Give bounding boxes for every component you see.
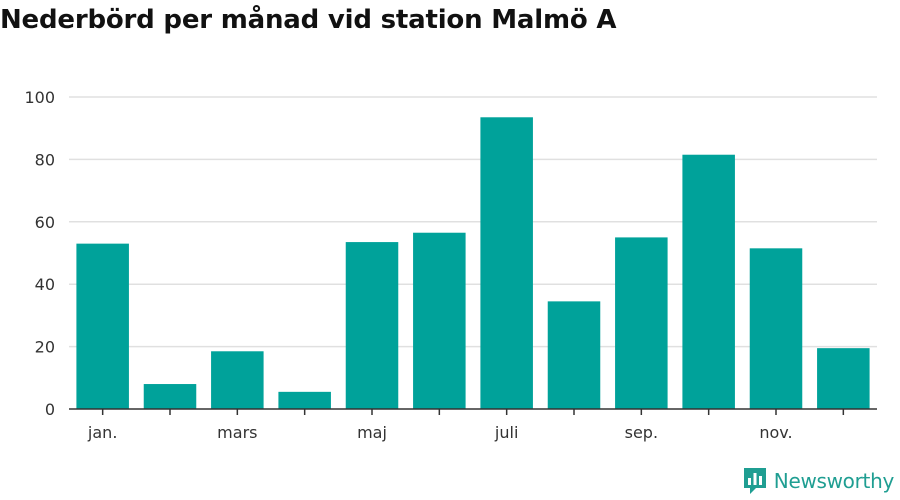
y-tick-label: 80 — [35, 150, 55, 169]
x-tick-label: maj — [357, 423, 387, 442]
brand-logo[interactable]: Newsworthy — [742, 466, 894, 496]
x-tick-label: jan. — [87, 423, 117, 442]
bar-okt — [682, 154, 735, 409]
bar-sep — [615, 237, 668, 409]
bar-dec — [817, 348, 870, 409]
bar-juli — [480, 117, 533, 409]
bar-nov — [749, 248, 803, 409]
brand-name: Newsworthy — [773, 469, 895, 493]
bars — [76, 117, 870, 409]
chart-title: Nederbörd per månad vid station Malmö A — [0, 5, 617, 35]
x-tick-label: juli — [494, 423, 518, 442]
x-tick-label: nov. — [759, 423, 792, 442]
x-tick-label: sep. — [625, 423, 658, 442]
y-tick-label: 0 — [45, 400, 55, 419]
bar-feb — [143, 384, 197, 409]
newsworthy-logo-icon — [743, 468, 766, 494]
x-tick-label: mars — [217, 423, 257, 442]
bar-juni — [413, 232, 466, 409]
y-tick-label: 40 — [35, 275, 55, 294]
bar-apr — [278, 391, 331, 409]
x-axis-ticks: jan. mars maj juli sep. nov. — [87, 409, 845, 442]
bar-aug — [547, 301, 601, 409]
grid-lines — [69, 96, 877, 348]
y-tick-label: 60 — [35, 213, 55, 232]
bar-maj — [345, 242, 399, 409]
y-axis-ticks: 0 20 40 60 80 100 — [24, 88, 55, 419]
bar-jan — [76, 243, 129, 409]
bar-mars — [211, 351, 264, 409]
y-tick-label: 20 — [35, 338, 55, 357]
y-tick-label: 100 — [24, 88, 55, 107]
